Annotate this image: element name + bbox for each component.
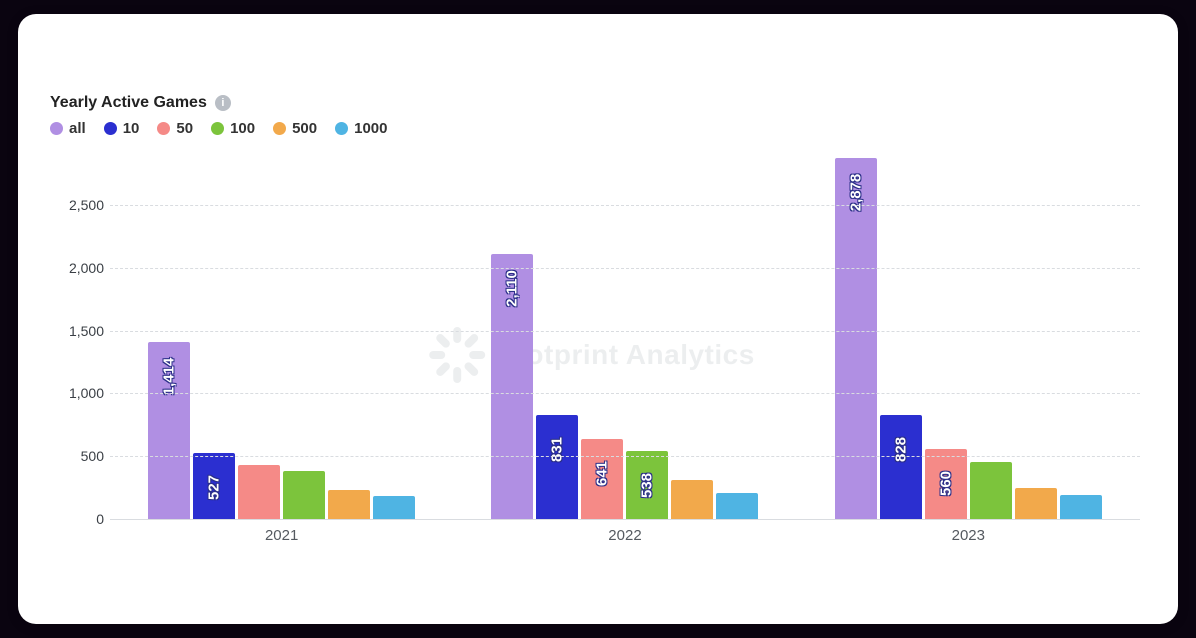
bar[interactable] [328, 490, 370, 519]
legend-swatch [211, 122, 224, 135]
y-axis-label: 2,500 [54, 197, 104, 213]
legend-item[interactable]: 1000 [335, 120, 387, 137]
bar-group: 2,878 828 560 [797, 155, 1140, 519]
bar[interactable]: 1,414 [148, 342, 190, 519]
legend-label: 10 [123, 120, 140, 137]
y-axis-label: 1,000 [54, 385, 104, 401]
bar[interactable] [373, 496, 415, 519]
bar-value-label: 641 [594, 461, 611, 486]
bar[interactable]: 641 [581, 439, 623, 519]
legend-item[interactable]: 10 [104, 120, 140, 137]
bar[interactable]: 560 [925, 449, 967, 519]
y-axis-label: 500 [54, 448, 104, 464]
legend-item[interactable]: 500 [273, 120, 317, 137]
page-background: Yearly Active Games i all10501005001000 … [0, 0, 1196, 638]
bar[interactable]: 2,878 [835, 158, 877, 519]
legend-label: all [69, 120, 86, 137]
bar[interactable]: 828 [880, 415, 922, 519]
x-axis-label: 2022 [453, 519, 796, 555]
gridline [110, 268, 1140, 269]
title-row: Yearly Active Games i [50, 94, 1146, 112]
bar[interactable] [1015, 488, 1057, 519]
legend-label: 1000 [354, 120, 387, 137]
bar-value-label: 560 [937, 471, 954, 496]
legend-label: 100 [230, 120, 255, 137]
bar[interactable] [970, 462, 1012, 519]
plot-area: 1,414 527 2,110 831 641 538 2,878 828 560 [110, 155, 1140, 519]
x-axis: 202120222023 [110, 519, 1140, 555]
chart-title: Yearly Active Games [50, 94, 207, 112]
gridline [110, 205, 1140, 206]
legend-item[interactable]: 50 [157, 120, 193, 137]
bar-group: 1,414 527 [110, 155, 453, 519]
legend-swatch [157, 122, 170, 135]
chart-card: Yearly Active Games i all10501005001000 … [18, 14, 1178, 624]
y-axis-label: 1,500 [54, 323, 104, 339]
bar-value-label: 1,414 [161, 357, 178, 395]
bar[interactable] [671, 480, 713, 519]
legend: all 10 50 100 500 1000 [50, 120, 1146, 137]
legend-item[interactable]: 100 [211, 120, 255, 137]
bar-value-label: 828 [892, 437, 909, 462]
gridline [110, 393, 1140, 394]
legend-swatch [104, 122, 117, 135]
gridline [110, 331, 1140, 332]
bar[interactable]: 2,110 [491, 254, 533, 519]
legend-label: 50 [176, 120, 193, 137]
legend-swatch [335, 122, 348, 135]
x-axis-label: 2021 [110, 519, 453, 555]
legend-swatch [50, 122, 63, 135]
y-axis-label: 0 [54, 511, 104, 527]
bar[interactable] [1060, 495, 1102, 519]
plot: Footprint Analytics 1,4145272,1108316415… [50, 155, 1140, 555]
info-icon[interactable]: i [215, 95, 231, 111]
bar[interactable] [283, 471, 325, 519]
bar-value-label: 527 [206, 475, 223, 500]
legend-item[interactable]: all [50, 120, 86, 137]
x-axis-label: 2023 [797, 519, 1140, 555]
bar[interactable]: 538 [626, 451, 668, 519]
legend-swatch [273, 122, 286, 135]
bar-groups: 1,414 527 2,110 831 641 538 2,878 828 560 [110, 155, 1140, 519]
bar-value-label: 831 [549, 437, 566, 462]
legend-label: 500 [292, 120, 317, 137]
gridline [110, 456, 1140, 457]
bar[interactable] [716, 493, 758, 519]
bar[interactable]: 831 [536, 415, 578, 519]
y-axis-label: 2,000 [54, 260, 104, 276]
bar-group: 2,110 831 641 538 [453, 155, 796, 519]
bar-value-label: 538 [639, 473, 656, 498]
bar-value-label: 2,110 [504, 270, 521, 307]
bar[interactable] [238, 465, 280, 519]
bar[interactable]: 527 [193, 453, 235, 519]
